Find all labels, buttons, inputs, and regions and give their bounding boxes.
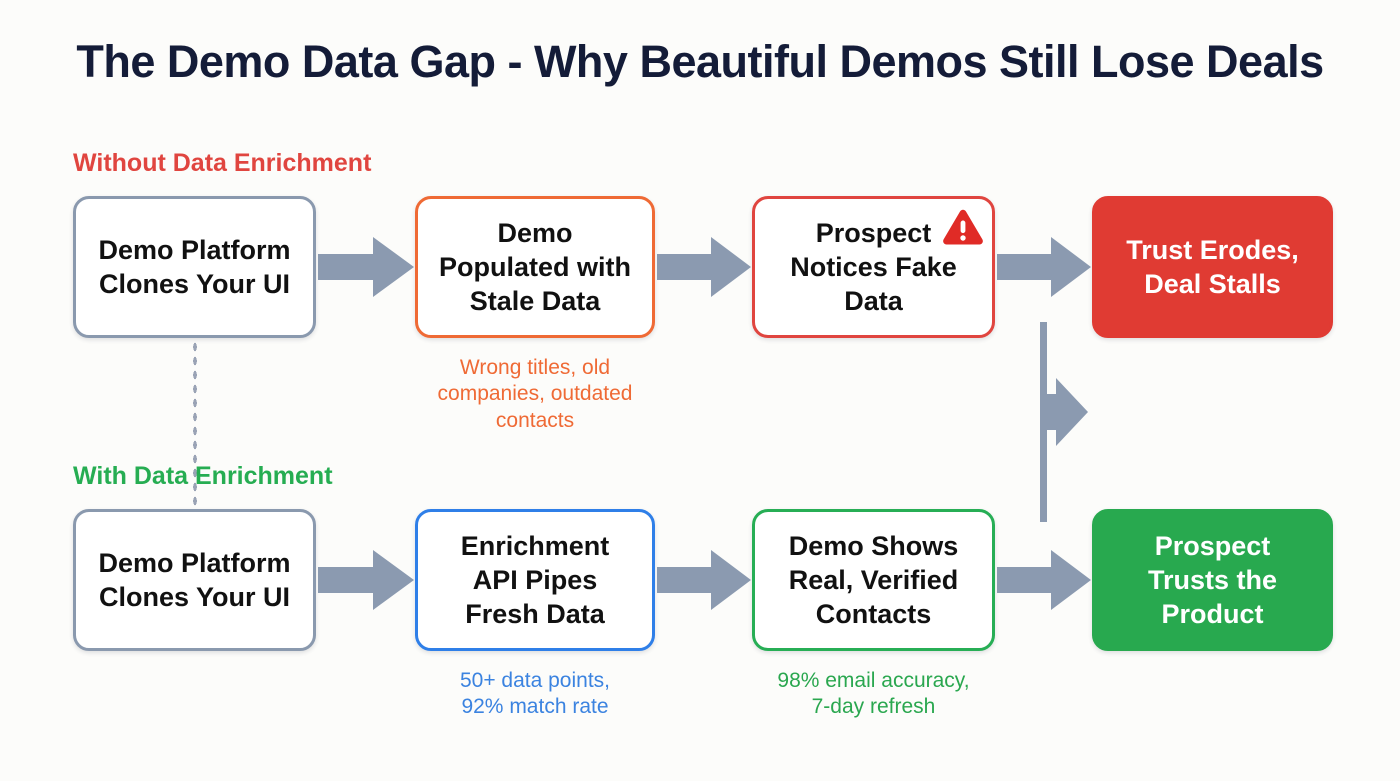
flow-box-label: Demo Platform Clones Your UI — [98, 547, 291, 612]
page-title: The Demo Data Gap - Why Beautiful Demos … — [76, 36, 1324, 87]
arrow-right-icon — [657, 235, 751, 299]
flow-box-prospect-trusts-the-product[interactable]: Prospect Trusts the Product — [1092, 509, 1333, 651]
flow-box-prospect-notices-fake-data[interactable]: Prospect Notices Fake Data — [752, 196, 995, 338]
flow-box-label: Trust Erodes, Deal Stalls — [1126, 234, 1299, 299]
warning-triangle-icon — [941, 208, 985, 248]
arrow-right-icon — [997, 548, 1091, 612]
flow-box-enrichment-api-pipes-fresh-data[interactable]: Enrichment API Pipes Fresh Data — [415, 509, 655, 651]
flow-box-label: Demo Shows Real, Verified Contacts — [788, 530, 959, 629]
flow-box-label: Prospect Trusts the Product — [1147, 530, 1278, 629]
section-label-with-enrichment: With Data Enrichment — [73, 462, 333, 490]
dotted-vertical-connector — [192, 340, 198, 510]
arrow-right-icon — [997, 235, 1091, 299]
flow-box-demo-platform-clones-ui-top[interactable]: Demo Platform Clones Your UI — [73, 196, 316, 338]
flow-box-demo-shows-real-verified-contacts[interactable]: Demo Shows Real, Verified Contacts — [752, 509, 995, 651]
vertical-branch-connector — [1026, 322, 1092, 522]
caption-enrichment-api-details: 50+ data points, 92% match rate — [459, 669, 611, 719]
arrow-right-icon — [318, 548, 414, 612]
section-label-without-enrichment: Without Data Enrichment — [73, 149, 372, 177]
flow-box-trust-erodes-deal-stalls[interactable]: Trust Erodes, Deal Stalls — [1092, 196, 1333, 338]
flow-box-label: Demo Platform Clones Your UI — [98, 234, 291, 299]
flow-box-demo-platform-clones-ui-bottom[interactable]: Demo Platform Clones Your UI — [73, 509, 316, 651]
flow-box-label: Demo Populated with Stale Data — [439, 217, 631, 316]
arrow-right-icon — [318, 235, 414, 299]
flow-box-demo-populated-stale-data[interactable]: Demo Populated with Stale Data — [415, 196, 655, 338]
flow-box-label: Enrichment API Pipes Fresh Data — [460, 530, 610, 629]
flow-box-label: Prospect Notices Fake Data — [790, 217, 957, 316]
caption-verified-contacts-details: 98% email accuracy, 7-day refresh — [777, 669, 970, 719]
arrow-right-icon — [657, 548, 751, 612]
caption-stale-data-details: Wrong titles, old companies, outdated co… — [437, 356, 633, 432]
